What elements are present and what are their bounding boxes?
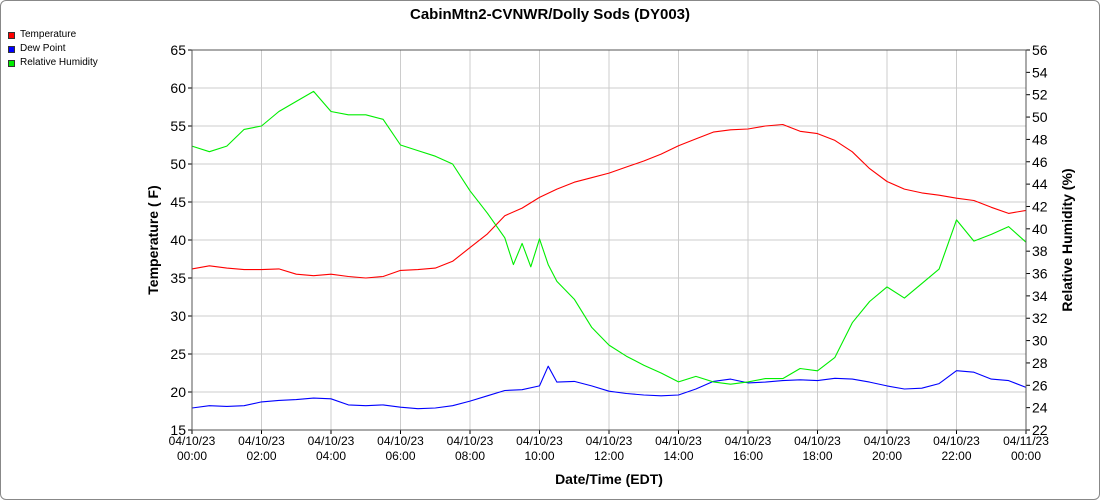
y2-tick-label: 34 — [1032, 288, 1048, 304]
y2-tick-label: 52 — [1032, 87, 1048, 103]
x-tick-label-time: 00:00 — [1011, 449, 1041, 463]
series-line-temperature — [191, 123, 1027, 279]
y-tick-label: 20 — [170, 384, 186, 400]
y2-tick-label: 48 — [1032, 131, 1048, 147]
x-tick-label-time: 00:00 — [177, 449, 207, 463]
x-tick-label-time: 04:00 — [316, 449, 346, 463]
legend-label-dew-point: Dew Point — [20, 43, 66, 54]
y2-axis-title: Relative Humidity (%) — [1059, 168, 1075, 311]
chart-title: CabinMtn2-CVNWR/Dolly Sods (DY003) — [410, 6, 690, 23]
y-tick-label: 35 — [170, 270, 186, 286]
y2-tick-label: 30 — [1032, 333, 1048, 349]
x-tick-label-time: 06:00 — [385, 449, 415, 463]
x-tick-label-time: 14:00 — [663, 449, 693, 463]
x-axis-title: Date/Time (EDT) — [555, 471, 663, 487]
legend-label-temperature: Temperature — [20, 29, 77, 40]
legend-item-relative-humidity: Relative Humidity — [8, 56, 98, 70]
y-tick-label: 40 — [170, 232, 186, 248]
y2-tick-label: 46 — [1032, 154, 1048, 170]
x-tick-label-date: 04/10/23 — [725, 434, 772, 448]
x-tick-label-time: 22:00 — [941, 449, 971, 463]
y2-tick-label: 28 — [1032, 355, 1048, 371]
x-tick-label-date: 04/11/23 — [1003, 434, 1049, 448]
x-tick-label-date: 04/10/23 — [655, 434, 702, 448]
axes-layer: 15 20 25 30 35 40 45 50 55 60 65 22 24 26 28 30 32 34 36 38… — [169, 42, 1050, 463]
x-tick-label-date: 04/10/23 — [377, 434, 424, 448]
grid-layer — [192, 50, 1026, 430]
x-tick-label-time: 10:00 — [524, 449, 554, 463]
x-tick-label-date: 04/10/23 — [864, 434, 911, 448]
x-tick-label-date: 04/10/23 — [238, 434, 285, 448]
y2-tick-label: 36 — [1032, 266, 1048, 282]
y-tick-label: 65 — [170, 42, 186, 58]
x-tick-label-date: 04/10/23 — [169, 434, 216, 448]
x-tick-label-date: 04/10/23 — [516, 434, 563, 448]
x-tick-label-time: 16:00 — [733, 449, 763, 463]
x-tick-label-time: 02:00 — [246, 449, 276, 463]
legend-swatch-dew-point — [8, 45, 15, 53]
legend-item-temperature: Temperature — [8, 28, 98, 42]
x-tick-label-time: 12:00 — [594, 449, 624, 463]
y-tick-label: 30 — [170, 308, 186, 324]
y2-tick-label: 42 — [1032, 198, 1048, 214]
y-tick-label: 55 — [170, 118, 186, 134]
x-tick-label-date: 04/10/23 — [586, 434, 633, 448]
y2-tick-label: 38 — [1032, 243, 1048, 259]
legend-label-relative-humidity: Relative Humidity — [20, 57, 98, 68]
plot-area-border — [191, 49, 1027, 431]
y2-tick-label: 40 — [1032, 221, 1048, 237]
y-tick-label: 60 — [170, 80, 186, 96]
y2-tick-label: 24 — [1032, 400, 1048, 416]
x-tick-label-date: 04/10/23 — [308, 434, 355, 448]
y-axis-title: Temperature ( F) — [145, 185, 161, 294]
x-tick-label-time: 08:00 — [455, 449, 485, 463]
x-tick-label-time: 20:00 — [872, 449, 902, 463]
y2-tick-label: 44 — [1032, 176, 1048, 192]
x-tick-label-date: 04/10/23 — [447, 434, 494, 448]
y-tick-label: 15 — [170, 422, 186, 438]
y2-tick-label: 22 — [1032, 422, 1048, 438]
x-tick-label-date: 04/10/23 — [933, 434, 980, 448]
x-tick-label-time: 18:00 — [802, 449, 832, 463]
y-tick-label: 25 — [170, 346, 186, 362]
y-tick-label: 50 — [170, 156, 186, 172]
y2-tick-label: 54 — [1032, 64, 1048, 80]
series-line-dew-point — [191, 365, 1027, 410]
y2-tick-label: 50 — [1032, 109, 1048, 125]
y2-tick-label: 26 — [1032, 377, 1048, 393]
y2-tick-label: 32 — [1032, 310, 1048, 326]
legend-swatch-relative-humidity — [8, 59, 15, 67]
series-layer — [191, 90, 1027, 410]
x-tick-label-date: 04/10/23 — [794, 434, 841, 448]
series-line-relative-humidity — [191, 90, 1027, 385]
legend-item-dew-point: Dew Point — [8, 42, 98, 56]
legend-swatch-temperature — [8, 31, 15, 39]
y2-tick-label: 56 — [1032, 42, 1048, 58]
y-tick-label: 45 — [170, 194, 186, 210]
chart-legend: Temperature Dew Point Relative Humidity — [8, 28, 98, 70]
